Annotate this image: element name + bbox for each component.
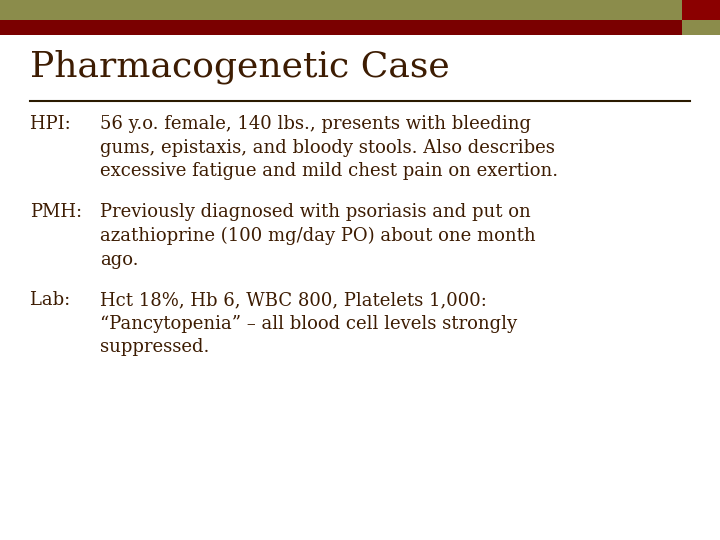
Text: Previously diagnosed with psoriasis and put on
azathioprine (100 mg/day PO) abou: Previously diagnosed with psoriasis and … (100, 203, 536, 268)
Text: 56 y.o. female, 140 lbs., presents with bleeding
gums, epistaxis, and bloody sto: 56 y.o. female, 140 lbs., presents with … (100, 115, 558, 180)
Text: Pharmacogenetic Case: Pharmacogenetic Case (30, 49, 450, 84)
Bar (682, 0, 720, 20)
Text: Hct 18%, Hb 6, WBC 800, Platelets 1,000:
“Pancytopenia” – all blood cell levels : Hct 18%, Hb 6, WBC 800, Platelets 1,000:… (100, 291, 517, 356)
Bar (682, 20, 720, 35)
Bar (0, 0, 682, 20)
Text: Lab:: Lab: (30, 291, 82, 309)
Text: HPI:: HPI: (30, 115, 82, 133)
Text: PMH:: PMH: (30, 203, 82, 221)
Bar (0, 20, 682, 35)
